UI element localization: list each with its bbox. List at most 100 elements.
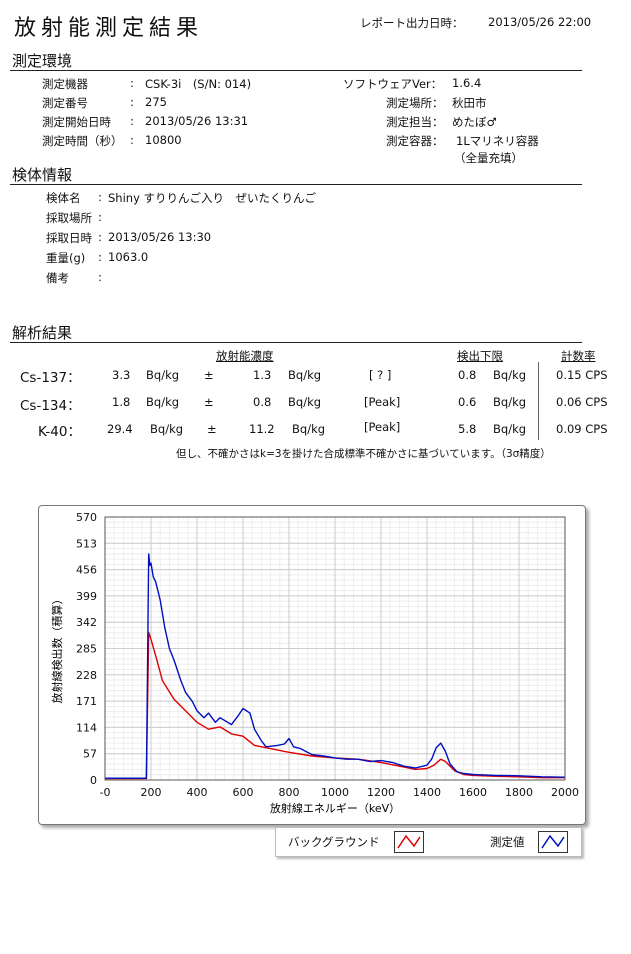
limit-header: 検出下限 xyxy=(457,349,503,363)
env-colon: : xyxy=(130,133,134,147)
env-label: 測定場所： xyxy=(386,96,444,110)
env-value: CSK-3i (S/N: 014) xyxy=(145,77,252,91)
y-tick-label: 171 xyxy=(76,695,97,708)
peak-flag: [Peak] xyxy=(364,395,401,409)
error-value: 0.8 xyxy=(253,395,272,409)
legend-swatch-background xyxy=(394,831,424,853)
env-label: 測定番号 xyxy=(42,96,88,110)
y-tick-label: 399 xyxy=(76,590,97,603)
sample-label: 重量(g) xyxy=(46,251,86,265)
rate-header: 計数率 xyxy=(561,349,596,363)
plus-minus: ± xyxy=(204,395,214,409)
x-tick-label: 200 xyxy=(141,786,162,799)
unit: Bq/kg xyxy=(146,368,180,382)
sample-label: 採取日時 xyxy=(46,231,92,245)
sample-label: 備考 xyxy=(46,271,69,285)
unit: Bq/kg xyxy=(292,422,326,436)
uncertainty-note: 但し、不確かさはk=3を掛けた合成標準不確かさに基づいています。（3σ精度） xyxy=(176,448,551,460)
unit: Bq/kg xyxy=(493,422,527,436)
count-rate: 0.09 CPS xyxy=(556,422,608,436)
env-rule xyxy=(10,70,582,71)
legend-swatch-measured xyxy=(538,831,568,853)
error-value: 1.3 xyxy=(253,368,272,382)
sample-colon: : xyxy=(98,210,102,224)
x-tick-label: 1800 xyxy=(505,786,533,799)
column-divider xyxy=(538,362,539,440)
y-tick-label: 57 xyxy=(83,748,97,761)
sample-colon: : xyxy=(98,190,102,204)
y-tick-label: 228 xyxy=(76,669,97,682)
env-value: 1.6.4 xyxy=(452,76,482,90)
report-datetime: 2013/05/26 22:00 xyxy=(488,15,592,29)
unit: Bq/kg xyxy=(146,395,180,409)
env-colon: : xyxy=(130,114,134,128)
sample-colon: : xyxy=(98,230,102,244)
sample-colon: : xyxy=(98,270,102,284)
env-label: 測定機器 xyxy=(42,77,88,91)
x-tick-label: 600 xyxy=(233,786,254,799)
env-label: 測定開始日時 xyxy=(42,115,111,129)
env-label: ソフトウェアVer： xyxy=(343,77,443,91)
legend-label-background: バックグラウンド xyxy=(288,835,380,849)
env-value: めたぼ♂ xyxy=(452,115,497,129)
unit: Bq/kg xyxy=(288,368,322,382)
env-value: 275 xyxy=(145,95,167,109)
count-rate: 0.15 CPS xyxy=(556,368,608,382)
analysis-rule xyxy=(10,342,582,343)
y-tick-label: 114 xyxy=(76,721,97,734)
activity-value: 29.4 xyxy=(107,422,133,436)
sample-value: 2013/05/26 13:30 xyxy=(108,230,212,244)
spectrum-chart-frame: 0 57 114 171 228 285 342 399 456 513 570 -0 200 400 6… xyxy=(38,505,586,825)
x-tick-label: 1400 xyxy=(413,786,441,799)
env-colon: : xyxy=(130,95,134,109)
error-value: 11.2 xyxy=(249,422,275,436)
y-tick-label: 570 xyxy=(76,511,97,524)
sample-section-title: 検体情報 xyxy=(12,166,73,184)
env-value: 1Lマリネリ容器 xyxy=(456,134,539,148)
nuclide-name: Cs-134： xyxy=(20,398,81,414)
sample-value: 1063.0 xyxy=(108,250,149,264)
env-colon: : xyxy=(130,76,134,90)
env-value: 秋田市 xyxy=(452,96,487,110)
env-label: 測定担当： xyxy=(386,115,444,129)
page-title: 放射能測定結果 xyxy=(14,16,204,41)
plot-border xyxy=(104,516,566,781)
limit-value: 0.6 xyxy=(458,395,477,409)
env-label: 測定容器： xyxy=(386,134,444,148)
activity-value: 1.8 xyxy=(112,395,131,409)
unit: Bq/kg xyxy=(150,422,184,436)
env-label: 測定時間（秒） xyxy=(42,134,123,148)
peak-flag: [ ? ] xyxy=(369,368,392,382)
env-value: 10800 xyxy=(145,133,182,147)
nuclide-name: K-40： xyxy=(38,424,81,440)
y-tick-label: 456 xyxy=(76,564,97,577)
count-rate: 0.06 CPS xyxy=(556,395,608,409)
env-section-title: 測定環境 xyxy=(12,52,73,70)
y-tick-label: 0 xyxy=(90,774,97,787)
x-tick-label: 1000 xyxy=(321,786,349,799)
unit: Bq/kg xyxy=(493,395,527,409)
peak-flag: [Peak] xyxy=(364,420,401,434)
plus-minus: ± xyxy=(207,422,217,436)
x-tick-label: 400 xyxy=(187,786,208,799)
nuclide-name: Cs-137： xyxy=(20,370,81,386)
analysis-section-title: 解析結果 xyxy=(12,324,73,342)
y-tick-label: 285 xyxy=(76,643,97,656)
y-axis-label: 放射線検出数（積算） xyxy=(50,594,64,704)
activity-header: 放射能濃度 xyxy=(216,349,274,363)
report-datetime-label: レポート出力日時： xyxy=(360,16,464,30)
limit-value: 0.8 xyxy=(458,368,477,382)
sample-colon: : xyxy=(98,250,102,264)
y-tick-label: 342 xyxy=(76,616,97,629)
plus-minus: ± xyxy=(204,368,214,382)
x-tick-label: 1200 xyxy=(367,786,395,799)
unit: Bq/kg xyxy=(288,395,322,409)
legend-label-measured: 測定値 xyxy=(490,835,525,849)
x-tick-label: 800 xyxy=(279,786,300,799)
spectrum-chart: 0 57 114 171 228 285 342 399 456 513 570 -0 200 400 6… xyxy=(50,511,579,815)
sample-label: 採取場所 xyxy=(46,211,92,225)
x-tick-label: -0 xyxy=(100,786,111,799)
chart-legend: バックグラウンド 測定値 xyxy=(275,827,582,857)
unit: Bq/kg xyxy=(493,368,527,382)
limit-value: 5.8 xyxy=(458,422,477,436)
